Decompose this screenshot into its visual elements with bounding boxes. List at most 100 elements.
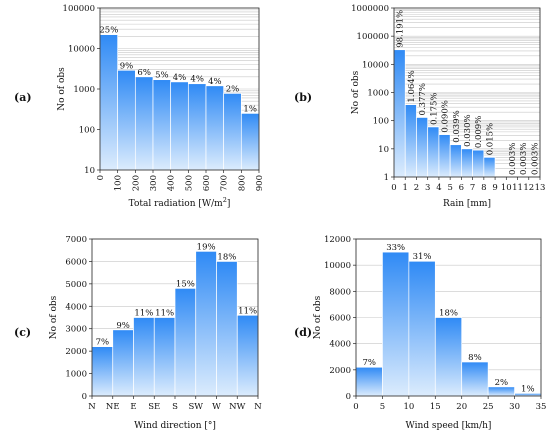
data-label: 5% xyxy=(155,71,169,81)
bar xyxy=(382,251,410,397)
y-tick-label: 10000 xyxy=(68,45,95,55)
bar xyxy=(216,261,238,397)
y-tick-label: 6000 xyxy=(329,314,351,324)
bar xyxy=(117,69,136,171)
x-tick-label: 4 xyxy=(436,183,441,193)
data-label: 1% xyxy=(243,104,257,114)
y-tick-label: 7000 xyxy=(65,235,87,245)
bar xyxy=(427,126,440,178)
x-tick-label: 1 xyxy=(403,183,408,193)
bar xyxy=(449,144,462,178)
data-label: 0.377% xyxy=(418,83,428,115)
x-tick-label: 100 xyxy=(114,175,124,191)
x-tick-label: 6 xyxy=(459,183,464,193)
bar xyxy=(461,361,489,397)
x-tick-label: NE xyxy=(106,402,120,412)
panel-label: (a) xyxy=(14,91,32,104)
x-tick-label: 8 xyxy=(481,183,486,193)
data-label: 4% xyxy=(173,73,187,83)
data-label: 0.003% xyxy=(508,143,518,175)
x-tick-label: E xyxy=(130,402,136,412)
y-tick-label: 12000 xyxy=(324,235,351,245)
x-tick-label: N xyxy=(254,402,262,412)
y-tick-label: 6000 xyxy=(65,257,87,267)
y-axis-label: No of obs xyxy=(351,70,361,114)
bar xyxy=(472,149,485,178)
bar xyxy=(483,156,496,178)
x-tick-label: 0 xyxy=(391,183,396,193)
x-tick-label: 700 xyxy=(220,175,230,191)
x-tick-label: 300 xyxy=(149,175,159,191)
y-tick-label: 100 xyxy=(373,117,389,127)
bar xyxy=(393,49,406,178)
x-tick-label: 3 xyxy=(425,183,430,193)
y-axis-label: No of obs xyxy=(313,295,323,339)
bar xyxy=(236,314,259,397)
x-tick-label: 0 xyxy=(96,175,106,180)
x-tick-label: NW xyxy=(229,402,245,412)
x-tick-label: 11 xyxy=(512,183,523,193)
bar xyxy=(170,81,189,171)
x-tick-label: 25 xyxy=(483,402,494,412)
x-tick-label: 13 xyxy=(535,183,546,193)
bar xyxy=(174,287,197,397)
x-tick-label: 35 xyxy=(536,402,547,412)
y-tick-label: 1000 xyxy=(65,370,87,380)
data-label: 19% xyxy=(197,242,216,252)
bar xyxy=(461,148,473,178)
bar xyxy=(404,104,417,178)
data-label: 11% xyxy=(238,306,257,316)
x-tick-label: 200 xyxy=(131,175,141,191)
data-label: 0.009% xyxy=(474,116,484,148)
bar xyxy=(99,34,119,171)
y-tick-label: 8000 xyxy=(329,287,351,297)
data-label: 6% xyxy=(137,68,151,78)
data-label: 0.003% xyxy=(519,143,529,175)
x-tick-label: 2 xyxy=(414,183,419,193)
bar xyxy=(153,317,176,397)
chart-panel-1: 25%9%6% 5% 4% 4% 4%2%1%101001000100001000000… xyxy=(14,4,265,209)
bar xyxy=(152,79,172,171)
y-tick-label: 0 xyxy=(346,392,351,402)
y-tick-label: 1000000 xyxy=(351,4,389,14)
x-tick-label: 7 xyxy=(470,183,475,193)
x-axis-label: Rain [mm] xyxy=(443,199,491,209)
data-label: 25% xyxy=(99,26,118,36)
x-tick-label: 10 xyxy=(501,183,512,193)
data-label: 0.030% xyxy=(463,114,473,146)
y-tick-label: 10 xyxy=(378,145,389,155)
data-label: 4% xyxy=(208,77,222,87)
x-tick-label: S xyxy=(172,402,178,412)
y-tick-label: 4000 xyxy=(65,302,87,312)
y-tick-label: 100000 xyxy=(63,4,95,14)
data-label: 15% xyxy=(176,279,195,289)
x-axis-label: Wind direction [°] xyxy=(134,421,216,431)
data-label: 0.090% xyxy=(441,100,451,132)
x-tick-label: 800 xyxy=(237,175,247,191)
x-tick-label: 0 xyxy=(353,402,358,412)
x-tick-label: 5 xyxy=(380,402,385,412)
data-label: 0.015% xyxy=(485,123,495,155)
bar xyxy=(240,113,260,171)
data-label: 33% xyxy=(386,243,405,253)
data-label: 31% xyxy=(413,252,432,262)
y-tick-label: 10000 xyxy=(324,261,351,271)
data-label: 7% xyxy=(96,338,110,348)
y-tick-label: 100 xyxy=(79,126,95,136)
x-tick-label: 500 xyxy=(184,175,194,191)
data-label: 98.191% xyxy=(396,10,406,48)
data-label: 18% xyxy=(217,252,236,262)
x-tick-label: N xyxy=(88,402,96,412)
y-axis-label: No of obs xyxy=(57,67,67,111)
x-tick-label: 900 xyxy=(255,175,265,191)
y-tick-label: 1 xyxy=(384,173,389,183)
panel-label: (c) xyxy=(14,326,31,339)
x-tick-label: 15 xyxy=(430,402,441,412)
x-tick-label: W xyxy=(212,402,221,412)
x-tick-label: 30 xyxy=(509,402,520,412)
data-label: 8% xyxy=(468,353,482,363)
x-tick-label: 9 xyxy=(492,183,497,193)
y-tick-label: 3000 xyxy=(65,325,87,335)
chart-panel-3: 7%9%11% 11%15%19%18%11%010002000300040005… xyxy=(14,235,262,431)
